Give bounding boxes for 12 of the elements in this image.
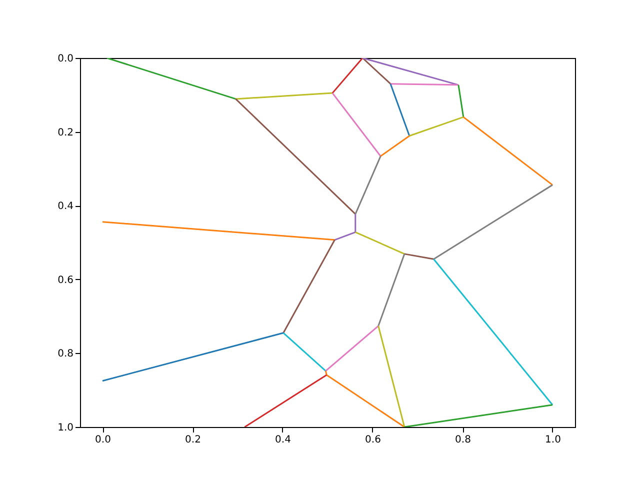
x-tick-label: 0.8 <box>455 434 471 446</box>
x-tick-label: 1.0 <box>545 434 561 446</box>
y-tick-label: 0.0 <box>58 54 74 64</box>
y-tick-label: 0.2 <box>58 127 74 138</box>
y-tick-label: 0.4 <box>58 201 74 212</box>
y-tick-label: 0.6 <box>58 274 74 286</box>
x-tick-label: 0.2 <box>185 434 201 446</box>
x-tick-label: 0.6 <box>365 434 381 446</box>
x-tick-label: 0.4 <box>275 434 291 446</box>
y-tick-label: 0.8 <box>58 348 74 360</box>
y-tick-label: 1.0 <box>58 422 74 434</box>
x-tick-label: 0.0 <box>95 434 111 446</box>
